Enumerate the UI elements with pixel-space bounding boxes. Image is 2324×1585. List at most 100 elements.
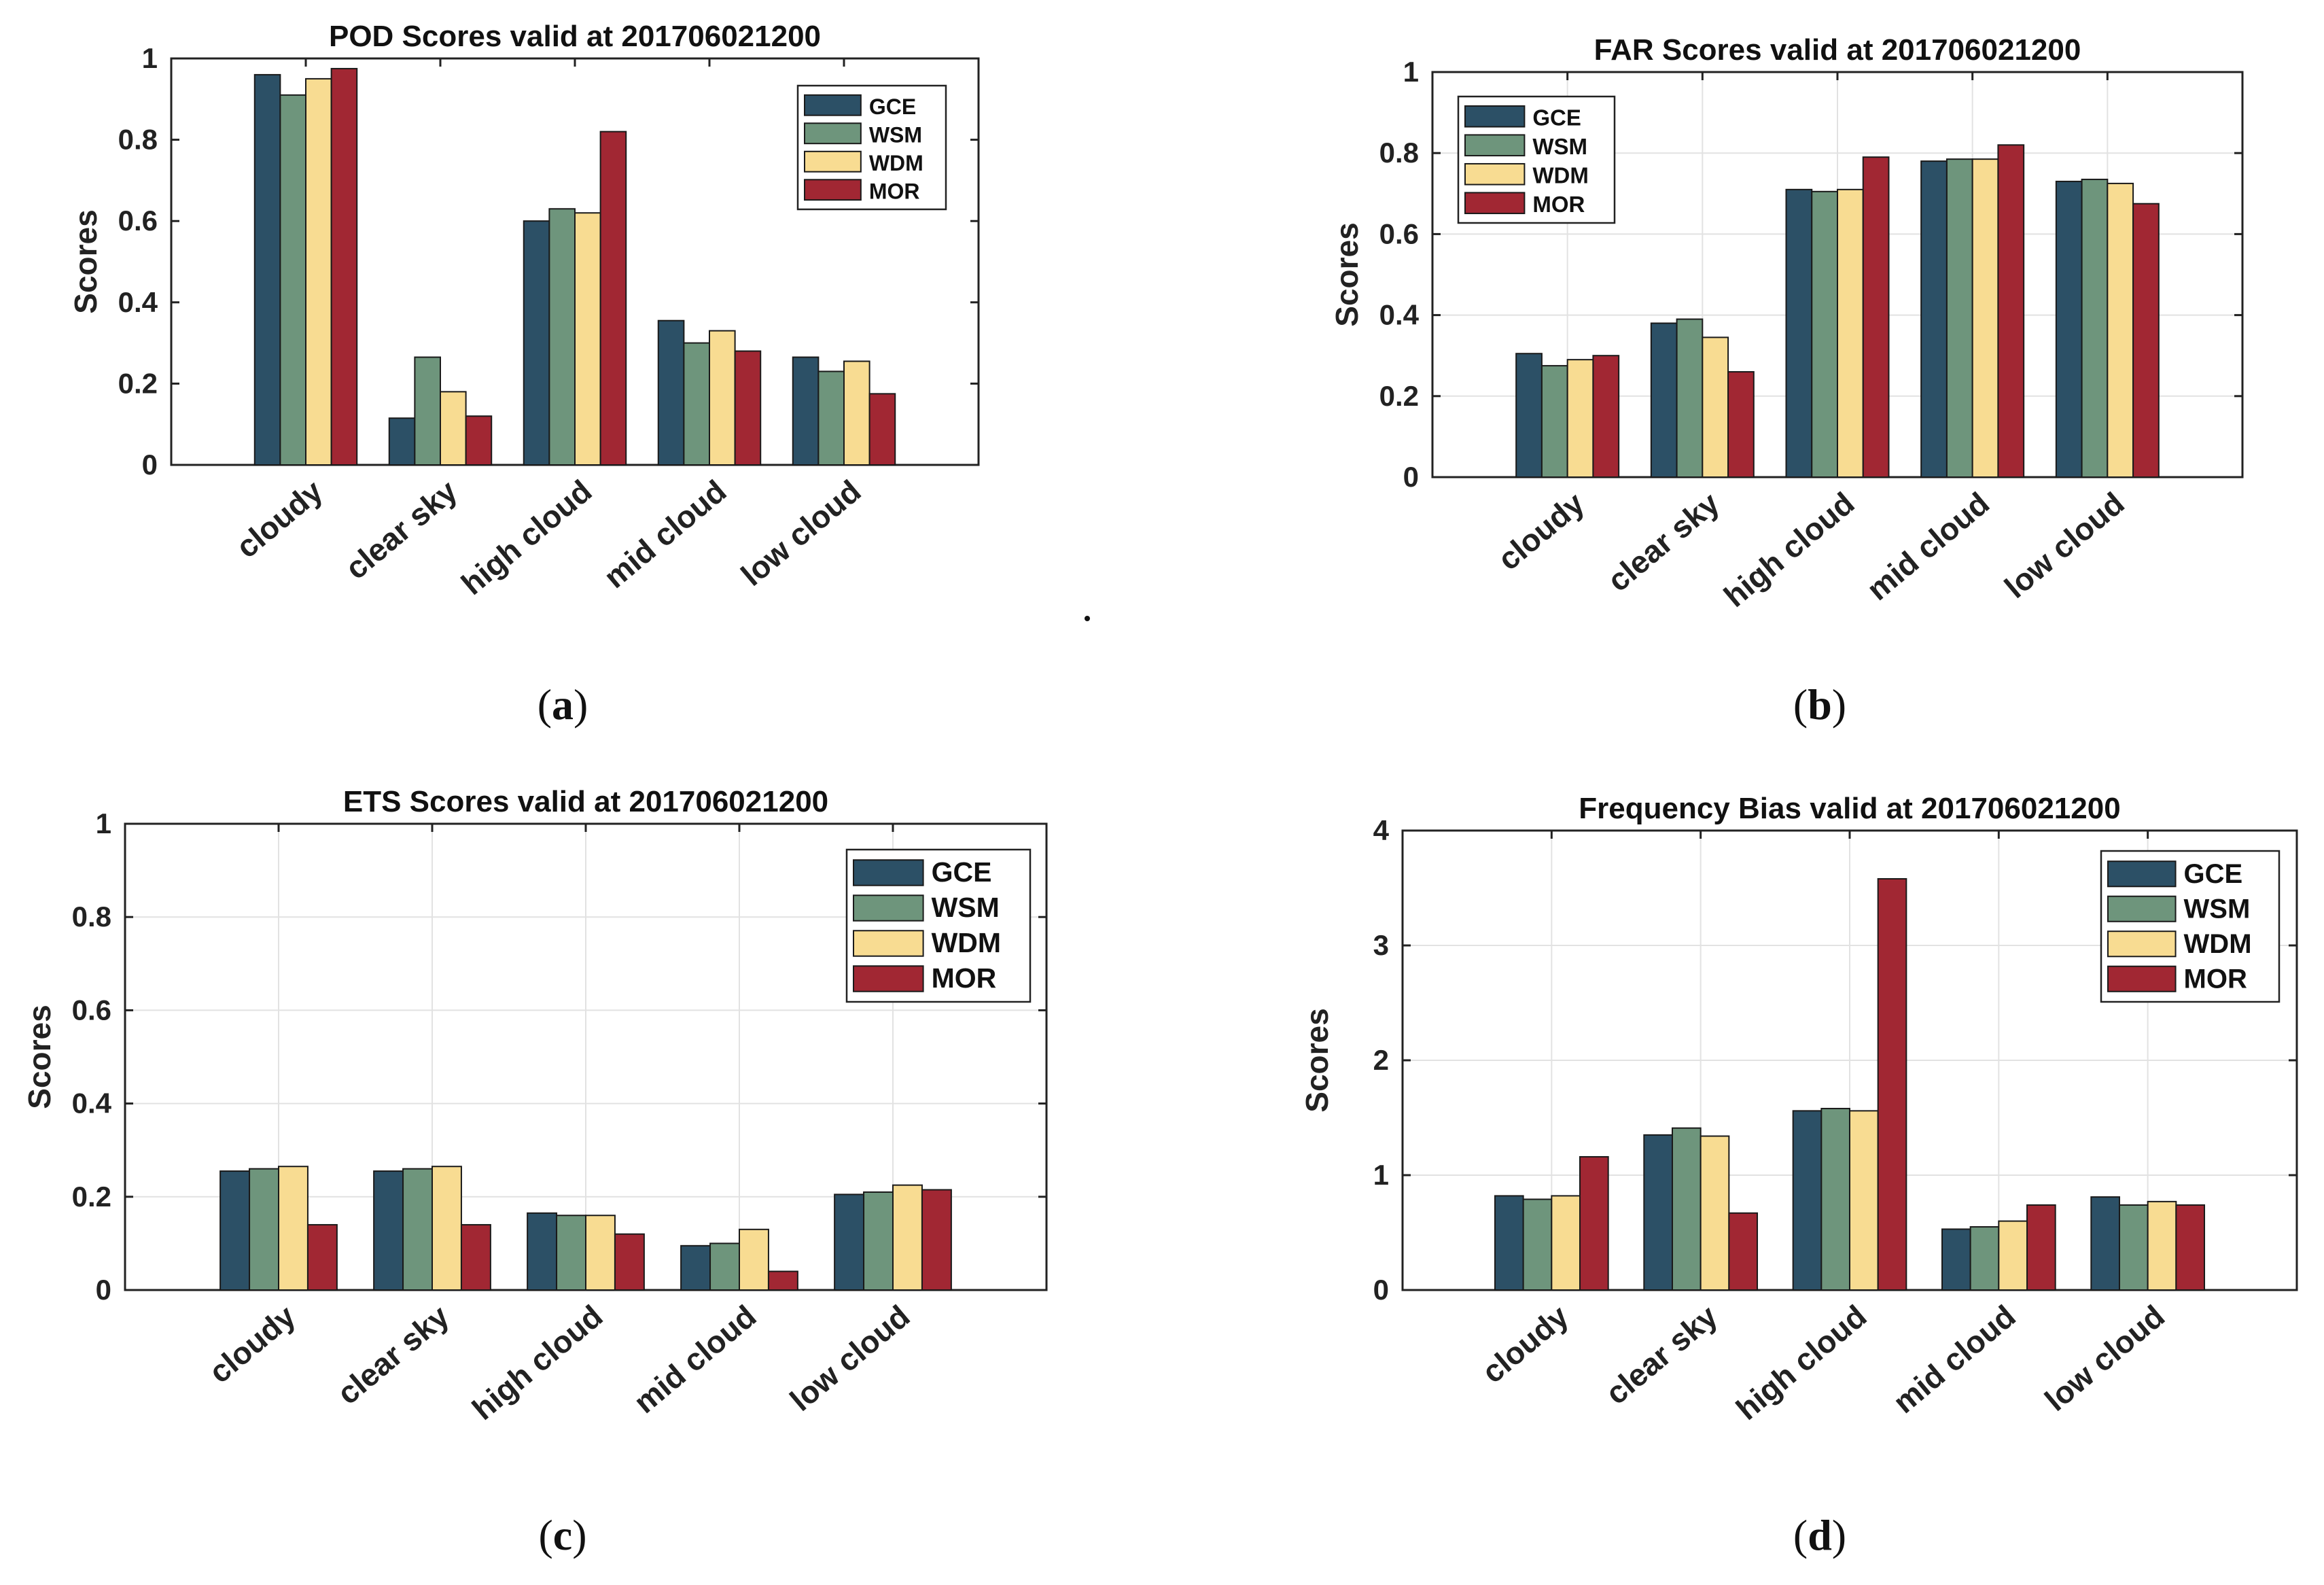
bar-mor-cloudy (330, 67, 358, 466)
y-tick-label: 0 (1373, 1274, 1389, 1306)
legend-swatch-gce (853, 859, 924, 886)
bar-gce-mid-cloud (680, 1244, 711, 1291)
legend-swatch-mor (2107, 965, 2177, 992)
y-tick-label: 1 (1403, 56, 1419, 88)
bar-wdm-cloudy (1566, 359, 1594, 478)
legend: GCE WSM WDM MOR (1457, 95, 1616, 224)
y-tick-label: 1 (142, 42, 158, 74)
bar-wsm-low-cloud (2081, 178, 2109, 478)
bar-gce-low-cloud (792, 356, 820, 466)
bar-gce-high-cloud (527, 1212, 558, 1291)
y-tick-label: 0.2 (72, 1181, 111, 1213)
bar-wsm-low-cloud (863, 1191, 894, 1291)
y-tick-label: 0.4 (118, 286, 158, 318)
bar-wdm-low-cloud (843, 360, 870, 466)
legend-label-wsm: WSM (2184, 894, 2251, 924)
bar-wsm-cloudy (1522, 1198, 1553, 1291)
y-tick-label: 0 (1403, 461, 1419, 493)
bar-mor-clear-sky (465, 415, 493, 466)
bar-gce-mid-cloud (1920, 160, 1948, 478)
bar-wsm-mid-cloud (683, 342, 711, 466)
legend-swatch-wsm (853, 894, 924, 922)
chart-title: POD Scores valid at 201706021200 (329, 20, 821, 53)
legend-swatch-gce (2107, 860, 2177, 888)
bar-wdm-low-cloud (2147, 1200, 2177, 1291)
y-axis-label: Scores (22, 1005, 57, 1109)
caption-open: ( (1793, 680, 1808, 729)
bar-gce-high-cloud (1785, 188, 1813, 478)
bar-mor-low-cloud (868, 393, 896, 466)
legend: GCE WSM WDM MOR (845, 848, 1032, 1003)
legend-swatch-wdm (1464, 162, 1526, 186)
legend-label-gce: GCE (2184, 859, 2243, 889)
y-tick-label: 0.4 (1379, 299, 1420, 331)
bar-mor-high-cloud (1877, 877, 1907, 1291)
caption-a: (a) (538, 680, 588, 730)
bar-wsm-low-cloud (2118, 1204, 2149, 1291)
caption-d: (d) (1793, 1510, 1846, 1561)
legend-label-wdm: WDM (869, 151, 923, 175)
y-tick-label: 0.8 (1379, 137, 1419, 169)
y-tick-label: 0.4 (72, 1087, 112, 1119)
y-tick-label: 0.6 (1379, 217, 1419, 249)
bar-wdm-clear-sky (1702, 336, 1729, 478)
chart-title: ETS Scores valid at 201706021200 (343, 785, 828, 818)
y-tick-label: 3 (1373, 929, 1389, 961)
bar-gce-cloudy (253, 73, 281, 466)
bar-wsm-mid-cloud (709, 1242, 741, 1291)
legend-label-wsm: WSM (1532, 134, 1587, 159)
y-tick-label: 4 (1373, 814, 1390, 846)
bar-wdm-clear-sky (1700, 1135, 1730, 1291)
caption-close: ) (1831, 680, 1847, 729)
legend: GCE WSM WDM MOR (2100, 850, 2281, 1003)
bar-wsm-clear-sky (414, 356, 442, 466)
bar-wsm-cloudy (1540, 365, 1568, 478)
legend-swatch-gce (804, 94, 862, 116)
bar-wdm-cloudy (1551, 1195, 1581, 1291)
y-tick-label: 0.2 (1379, 380, 1419, 412)
bar-wsm-high-cloud (556, 1215, 586, 1291)
legend-label-gce: GCE (869, 94, 916, 119)
legend-label-wdm: WDM (2184, 929, 2252, 959)
chart-title: Frequency Bias valid at 201706021200 (1579, 792, 2120, 825)
chart-title: FAR Scores valid at 201706021200 (1594, 33, 2081, 67)
bar-wdm-mid-cloud (739, 1228, 769, 1291)
bar-wdm-mid-cloud (709, 330, 736, 466)
bar-mor-high-cloud (599, 130, 627, 466)
bar-wdm-high-cloud (1849, 1110, 1879, 1291)
bar-wsm-clear-sky (1671, 1127, 1702, 1291)
y-tick-label: 0.2 (118, 367, 158, 399)
bar-wsm-cloudy (279, 94, 307, 466)
bar-gce-cloudy (219, 1170, 251, 1291)
bar-mor-cloudy (1592, 355, 1620, 478)
caption-letter: a (552, 680, 574, 729)
legend-swatch-wdm (2107, 930, 2177, 958)
caption-open: ( (1793, 1511, 1808, 1559)
bar-wdm-clear-sky (432, 1166, 462, 1291)
bar-wdm-high-cloud (574, 212, 601, 466)
legend-label-gce: GCE (1532, 105, 1581, 130)
bar-mor-mid-cloud (1997, 144, 2025, 478)
y-tick-label: 0 (96, 1274, 111, 1306)
caption-letter: b (1808, 680, 1832, 729)
bar-mor-low-cloud (2175, 1204, 2206, 1291)
bar-gce-high-cloud (523, 220, 550, 466)
bar-wdm-high-cloud (585, 1215, 616, 1291)
y-tick-label: 2 (1373, 1044, 1389, 1076)
y-axis-label: Scores (1299, 1008, 1335, 1112)
bar-wdm-low-cloud (2107, 182, 2134, 478)
bar-gce-clear-sky (388, 417, 416, 466)
bar-wsm-mid-cloud (1969, 1226, 2000, 1291)
legend-swatch-wsm (804, 122, 862, 145)
caption-open: ( (538, 1511, 553, 1559)
legend-swatch-wsm (1464, 134, 1526, 157)
bar-wsm-clear-sky (402, 1168, 433, 1291)
bar-wsm-cloudy (249, 1168, 279, 1291)
bar-wdm-clear-sky (440, 391, 467, 466)
y-tick-label: 0.6 (72, 994, 111, 1026)
bar-mor-mid-cloud (767, 1270, 798, 1291)
legend-label-mor: MOR (2184, 964, 2247, 994)
y-tick-label: 0.6 (118, 205, 158, 237)
legend-swatch-wsm (2107, 895, 2177, 922)
